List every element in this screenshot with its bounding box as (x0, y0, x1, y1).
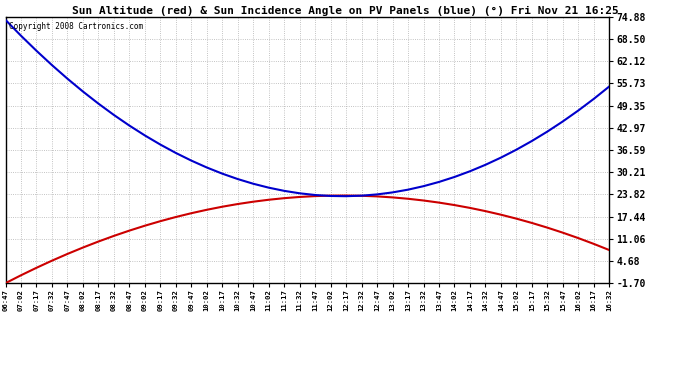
Text: Copyright 2008 Cartronics.com: Copyright 2008 Cartronics.com (8, 22, 143, 31)
Text: Sun Altitude (red) & Sun Incidence Angle on PV Panels (blue) (°) Fri Nov 21 16:2: Sun Altitude (red) & Sun Incidence Angle… (72, 6, 618, 16)
